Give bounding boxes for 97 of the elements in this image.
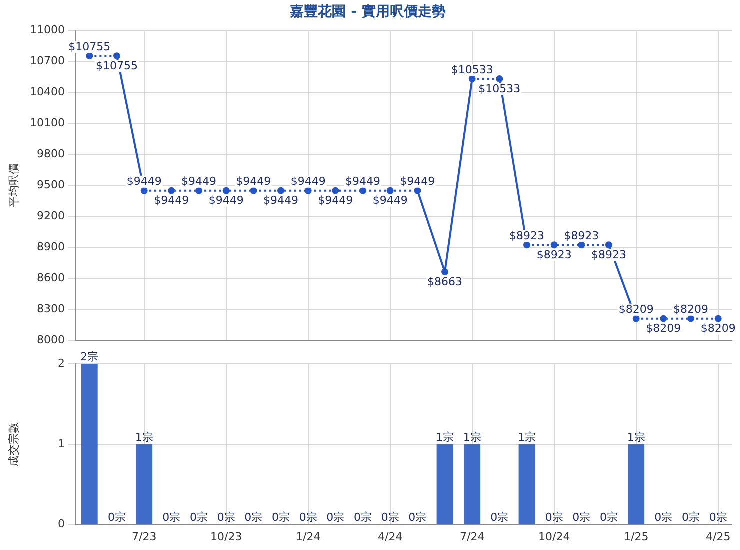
- data-label: 1宗: [627, 430, 646, 444]
- point: [632, 315, 640, 322]
- point: [332, 187, 340, 194]
- data-label: 0宗: [545, 511, 564, 524]
- data-label: $8209: [674, 303, 708, 316]
- x-tick-label: 7/24: [460, 530, 485, 544]
- data-label: $9449: [264, 194, 298, 208]
- point: [688, 315, 694, 322]
- data-label: 1宗: [436, 430, 454, 444]
- data-label: $9449: [400, 175, 436, 188]
- y-tick-label: 1: [58, 437, 65, 450]
- data-label: $9449: [126, 175, 162, 188]
- y-tick-label: 0: [58, 518, 65, 531]
- data-label: 2宗: [80, 350, 99, 364]
- data-label: $8663: [428, 275, 462, 288]
- data-label: 1宗: [518, 430, 536, 444]
- x-tick-label: 4/24: [378, 530, 403, 544]
- data-label: 1宗: [463, 430, 482, 444]
- data-label: 0宗: [299, 511, 318, 524]
- data-label: 0宗: [190, 511, 208, 524]
- x-tick-label: 7/23: [132, 530, 157, 544]
- x-tick-label: 10/24: [538, 530, 570, 544]
- point: [550, 242, 558, 249]
- data-label: $8209: [646, 322, 682, 336]
- y-tick-label: 9500: [37, 178, 65, 192]
- data-label: $8923: [536, 248, 572, 262]
- point: [386, 187, 394, 194]
- data-label: $8923: [564, 230, 600, 243]
- point: [250, 187, 258, 194]
- y-tick-label: 11000: [30, 24, 65, 37]
- y-tick-label: 10400: [30, 86, 65, 99]
- data-label: $8923: [510, 230, 544, 243]
- point: [442, 268, 448, 276]
- data-label: 1宗: [135, 430, 154, 444]
- y-tick-label: 8300: [37, 302, 65, 316]
- data-label: 0宗: [244, 511, 263, 524]
- x-tick-label: 10/23: [210, 530, 242, 544]
- y-tick-label: 9800: [37, 148, 65, 160]
- data-label: $9449: [154, 194, 190, 208]
- data-label: $9449: [236, 175, 272, 188]
- data-label: 0宗: [162, 511, 181, 524]
- data-label: $10755: [96, 59, 138, 72]
- data-label: 0宗: [108, 511, 126, 524]
- point: [714, 315, 722, 322]
- point: [278, 187, 284, 194]
- chart-title: 嘉豐花園 - 實用呎價走勢: [290, 4, 446, 20]
- point: [660, 315, 668, 322]
- y-tick-label: 10100: [30, 116, 65, 130]
- point: [578, 242, 586, 249]
- data-label: $10755: [68, 40, 111, 54]
- data-label: $9449: [318, 194, 354, 208]
- data-label: 0宗: [326, 511, 345, 524]
- data-label: 0宗: [654, 511, 673, 524]
- point: [222, 187, 230, 194]
- x-tick-label: 1/25: [624, 530, 649, 544]
- data-label: 0宗: [381, 511, 400, 524]
- y-tick-label: 8600: [37, 271, 65, 284]
- data-label: $10533: [478, 82, 521, 96]
- data-label: $8209: [618, 303, 654, 316]
- point: [168, 187, 176, 194]
- point: [86, 52, 94, 60]
- y-tick-label: 8000: [37, 333, 65, 346]
- data-label: 0宗: [682, 511, 700, 524]
- data-label: 0宗: [217, 511, 236, 524]
- data-label: 0宗: [572, 511, 591, 524]
- data-label: 0宗: [354, 511, 372, 524]
- point: [468, 75, 476, 82]
- y-tick-label: 8900: [37, 240, 65, 254]
- point: [414, 187, 422, 194]
- data-label: 0宗: [709, 511, 728, 524]
- data-label: $8209: [700, 322, 736, 336]
- point: [360, 187, 366, 194]
- point: [140, 187, 148, 194]
- point: [524, 242, 530, 249]
- y-tick-label: 9200: [37, 209, 65, 222]
- x-tick-label: 1/24: [296, 530, 321, 544]
- data-label: 0宗: [272, 511, 290, 524]
- data-label: 0宗: [408, 511, 427, 524]
- point: [304, 187, 312, 194]
- data-label: $10533: [451, 63, 494, 76]
- point: [196, 187, 202, 194]
- y-tick-label: 10700: [30, 54, 65, 68]
- data-label: $9449: [290, 175, 326, 188]
- data-label: 0宗: [490, 511, 509, 524]
- y-axis-title: 平均呎價: [7, 164, 20, 208]
- data-label: 0宗: [600, 511, 618, 524]
- y-tick-label: 2: [58, 356, 65, 370]
- x-tick-label: 4/25: [706, 530, 731, 544]
- data-label: $8923: [592, 248, 626, 262]
- data-label: $9449: [372, 194, 408, 208]
- point: [606, 242, 612, 249]
- point: [496, 75, 504, 82]
- data-label: $9449: [346, 175, 380, 188]
- data-label: $9449: [208, 194, 244, 208]
- point: [114, 52, 120, 60]
- data-label: $9449: [182, 175, 216, 188]
- y-axis-title: 成交宗數: [7, 422, 20, 466]
